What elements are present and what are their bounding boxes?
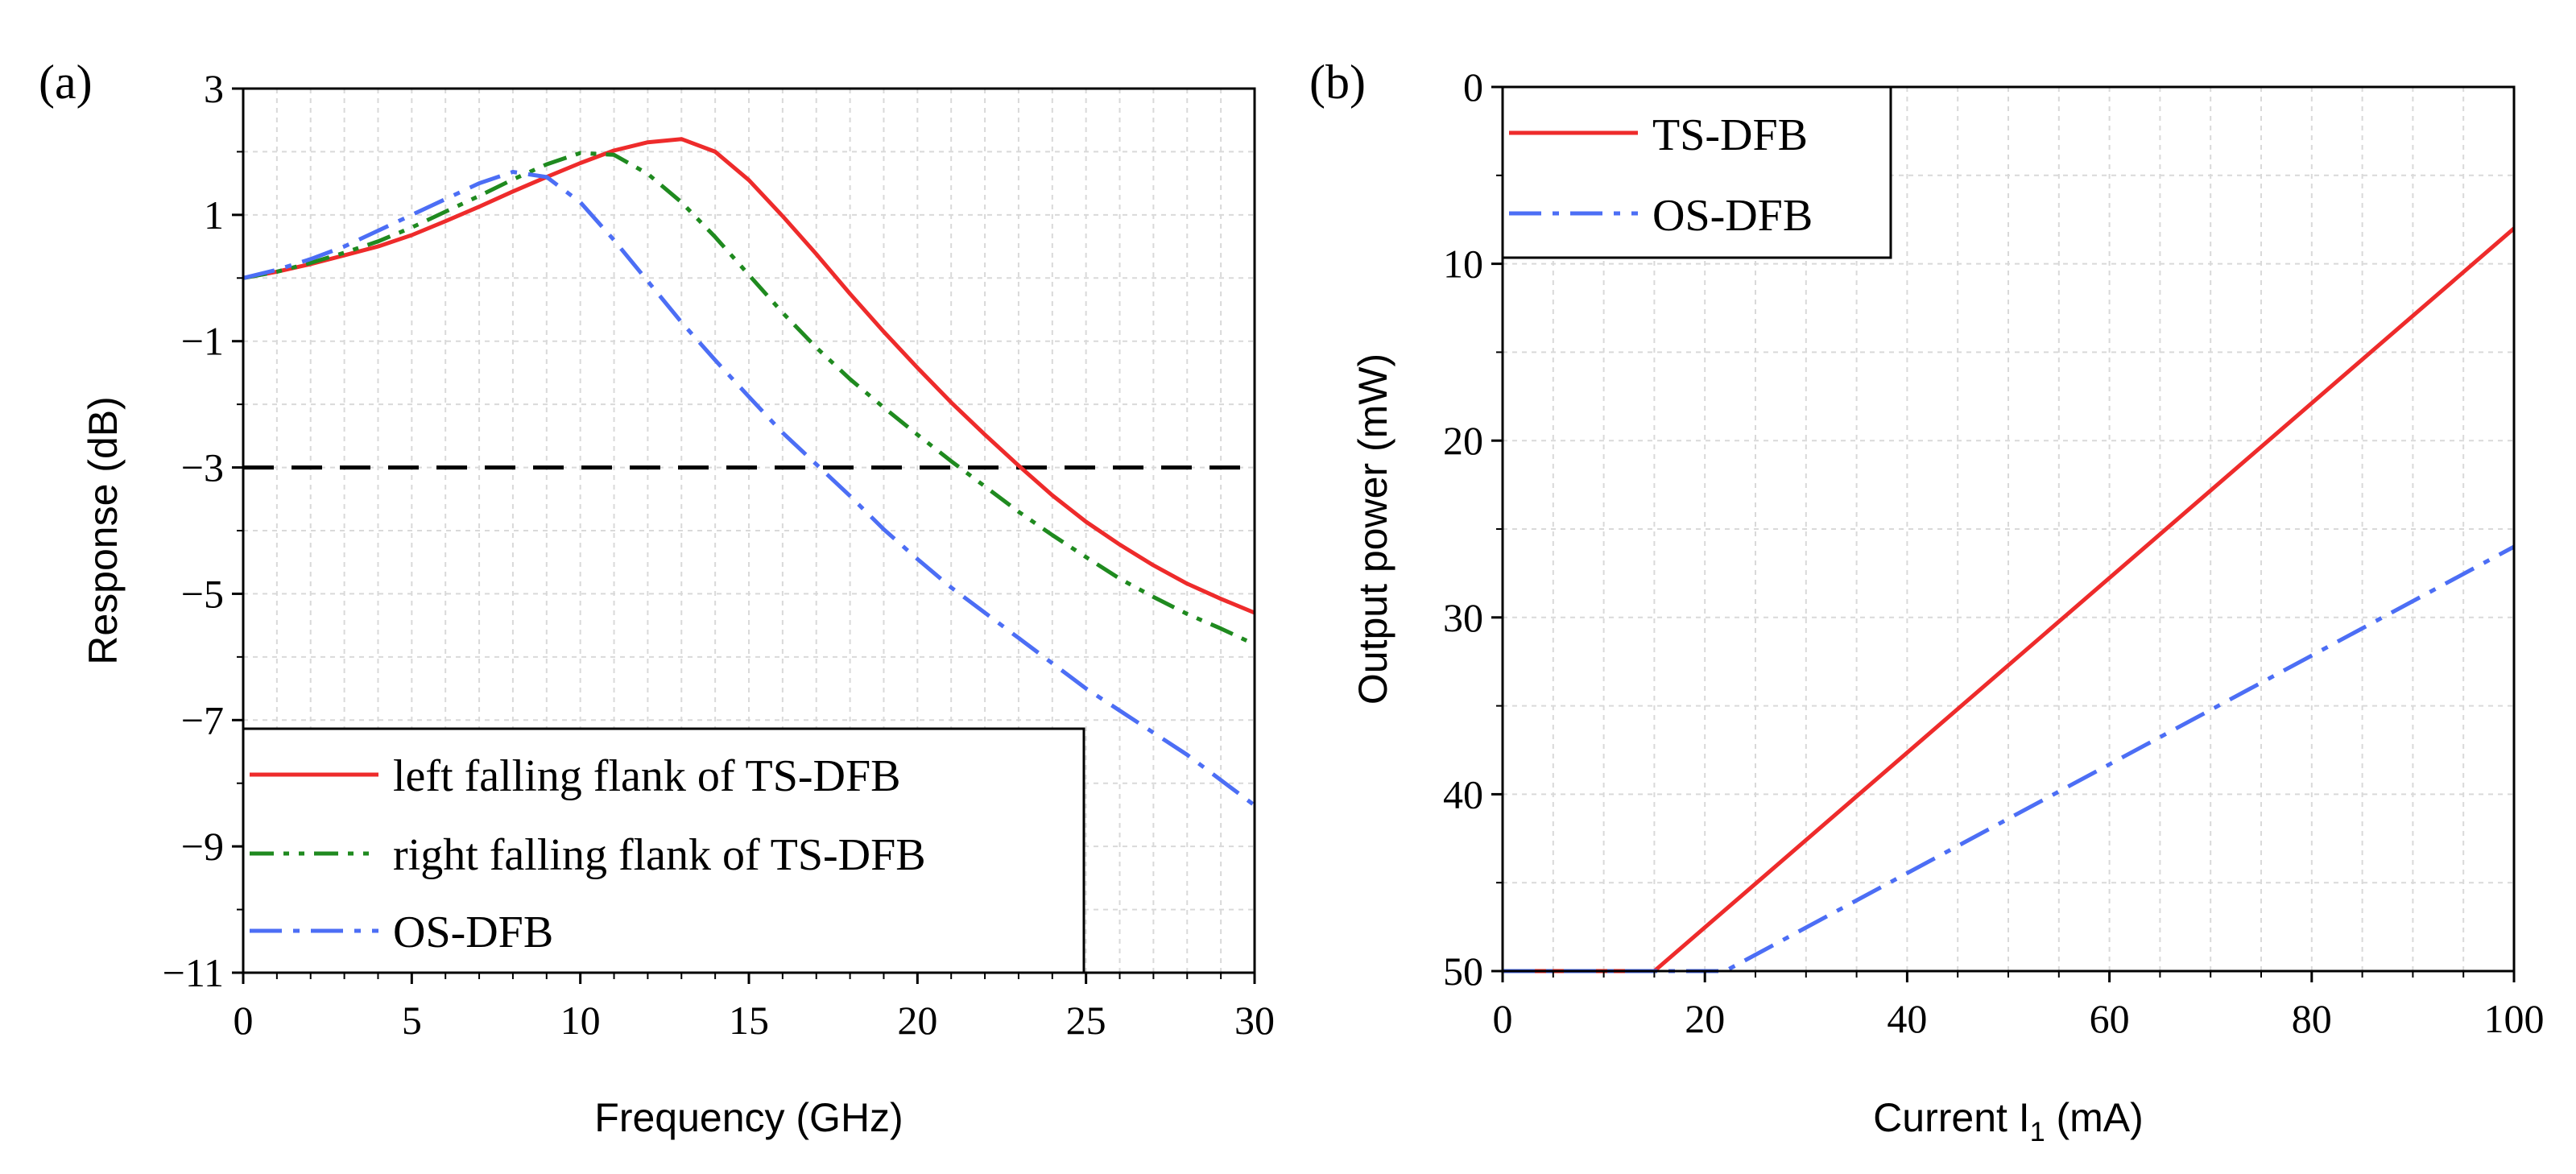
- a-y-tick-label: 3: [204, 66, 224, 111]
- b-x-tick-label: 20: [1685, 996, 1725, 1041]
- b-x-tick-label: 60: [2090, 996, 2130, 1041]
- b-y-tick-label: 0: [1463, 64, 1483, 110]
- a-x-tick-label: 0: [234, 998, 254, 1043]
- a-x-tick-label: 10: [560, 998, 601, 1043]
- legend-label-right-flank: right falling flank of TS-DFB: [393, 830, 926, 880]
- legend-box-b: [1501, 85, 1892, 259]
- legend-label-left-flank: left falling flank of TS-DFB: [393, 751, 900, 801]
- x-axis-title-a: Frequency (GHz): [594, 1095, 903, 1140]
- x-axis-title-b-sub: 1: [2030, 1117, 2045, 1147]
- b-x-tick-label: 100: [2484, 996, 2545, 1041]
- a-y-tick-label: −11: [163, 950, 224, 995]
- a-x-tick-label: 20: [897, 998, 937, 1043]
- b-y-tick-label: 30: [1443, 595, 1483, 640]
- a-x-tick-label: 5: [402, 998, 422, 1043]
- x-axis-title-b-main: Current I: [1873, 1095, 2030, 1140]
- legend-label-os-dfb-b: OS-DFB: [1652, 191, 1813, 241]
- b-y-tick-label: 40: [1443, 771, 1483, 816]
- chart-panel-b: (b) 0 20 40 60 80 100 0 10 20 30 40 50 Current I1 (…: [1309, 56, 2545, 1147]
- a-x-tick-label: 30: [1234, 998, 1275, 1043]
- b-y-tick-label: 10: [1443, 242, 1483, 287]
- a-series-line-1: [242, 151, 1256, 647]
- a-series-line-0: [242, 137, 1255, 615]
- b-x-tick-label: 40: [1887, 996, 1927, 1041]
- a-x-tick-label: 15: [729, 998, 769, 1043]
- b-x-tick-label: 80: [2292, 996, 2332, 1041]
- legend-label-os-dfb-a: OS-DFB: [393, 907, 553, 957]
- legend-b: TS-DFB OS-DFB: [1501, 85, 1892, 259]
- a-y-tick-label: −5: [181, 571, 224, 616]
- b-y-tick-label: 50: [1443, 949, 1483, 994]
- panel-label-a: (a): [39, 56, 93, 109]
- a-y-tick-label: −3: [181, 445, 224, 490]
- a-y-tick-label: −1: [181, 319, 224, 364]
- x-axis-title-b-unit: (mA): [2045, 1095, 2144, 1140]
- chart-panel-a: (a) 0 5 10 15 20 25 30 3 1 −1 −3 −5 −7 −9 −11 Frequenc…: [39, 56, 1275, 1140]
- a-y-tick-label: −9: [181, 824, 224, 869]
- a-y-tick-label: 1: [204, 192, 224, 238]
- b-y-tick-label: 20: [1443, 418, 1483, 463]
- y-axis-title-a: Response (dB): [81, 396, 126, 665]
- b-x-tick-label: 0: [1493, 996, 1513, 1041]
- legend-label-ts-dfb: TS-DFB: [1652, 110, 1808, 160]
- a-y-tick-label: −7: [181, 697, 224, 742]
- a-x-tick-label: 25: [1066, 998, 1106, 1043]
- ticks-b: 0 20 40 60 80 100 0 10 20 30 40 50: [1443, 64, 2545, 1041]
- x-axis-title-b: Current I1 (mA): [1873, 1095, 2144, 1147]
- series-group-a: [242, 137, 1256, 808]
- panel-label-b: (b): [1309, 56, 1366, 109]
- ticks-a: 0 5 10 15 20 25 30 3 1 −1 −3 −5 −7 −9 −11: [163, 66, 1275, 1043]
- a-series-line-2: [242, 170, 1256, 808]
- legend-box-a: [242, 727, 1085, 974]
- legend-a: left falling flank of TS-DFB right falli…: [242, 727, 1085, 974]
- y-axis-title-b: Output power (mW): [1350, 353, 1396, 705]
